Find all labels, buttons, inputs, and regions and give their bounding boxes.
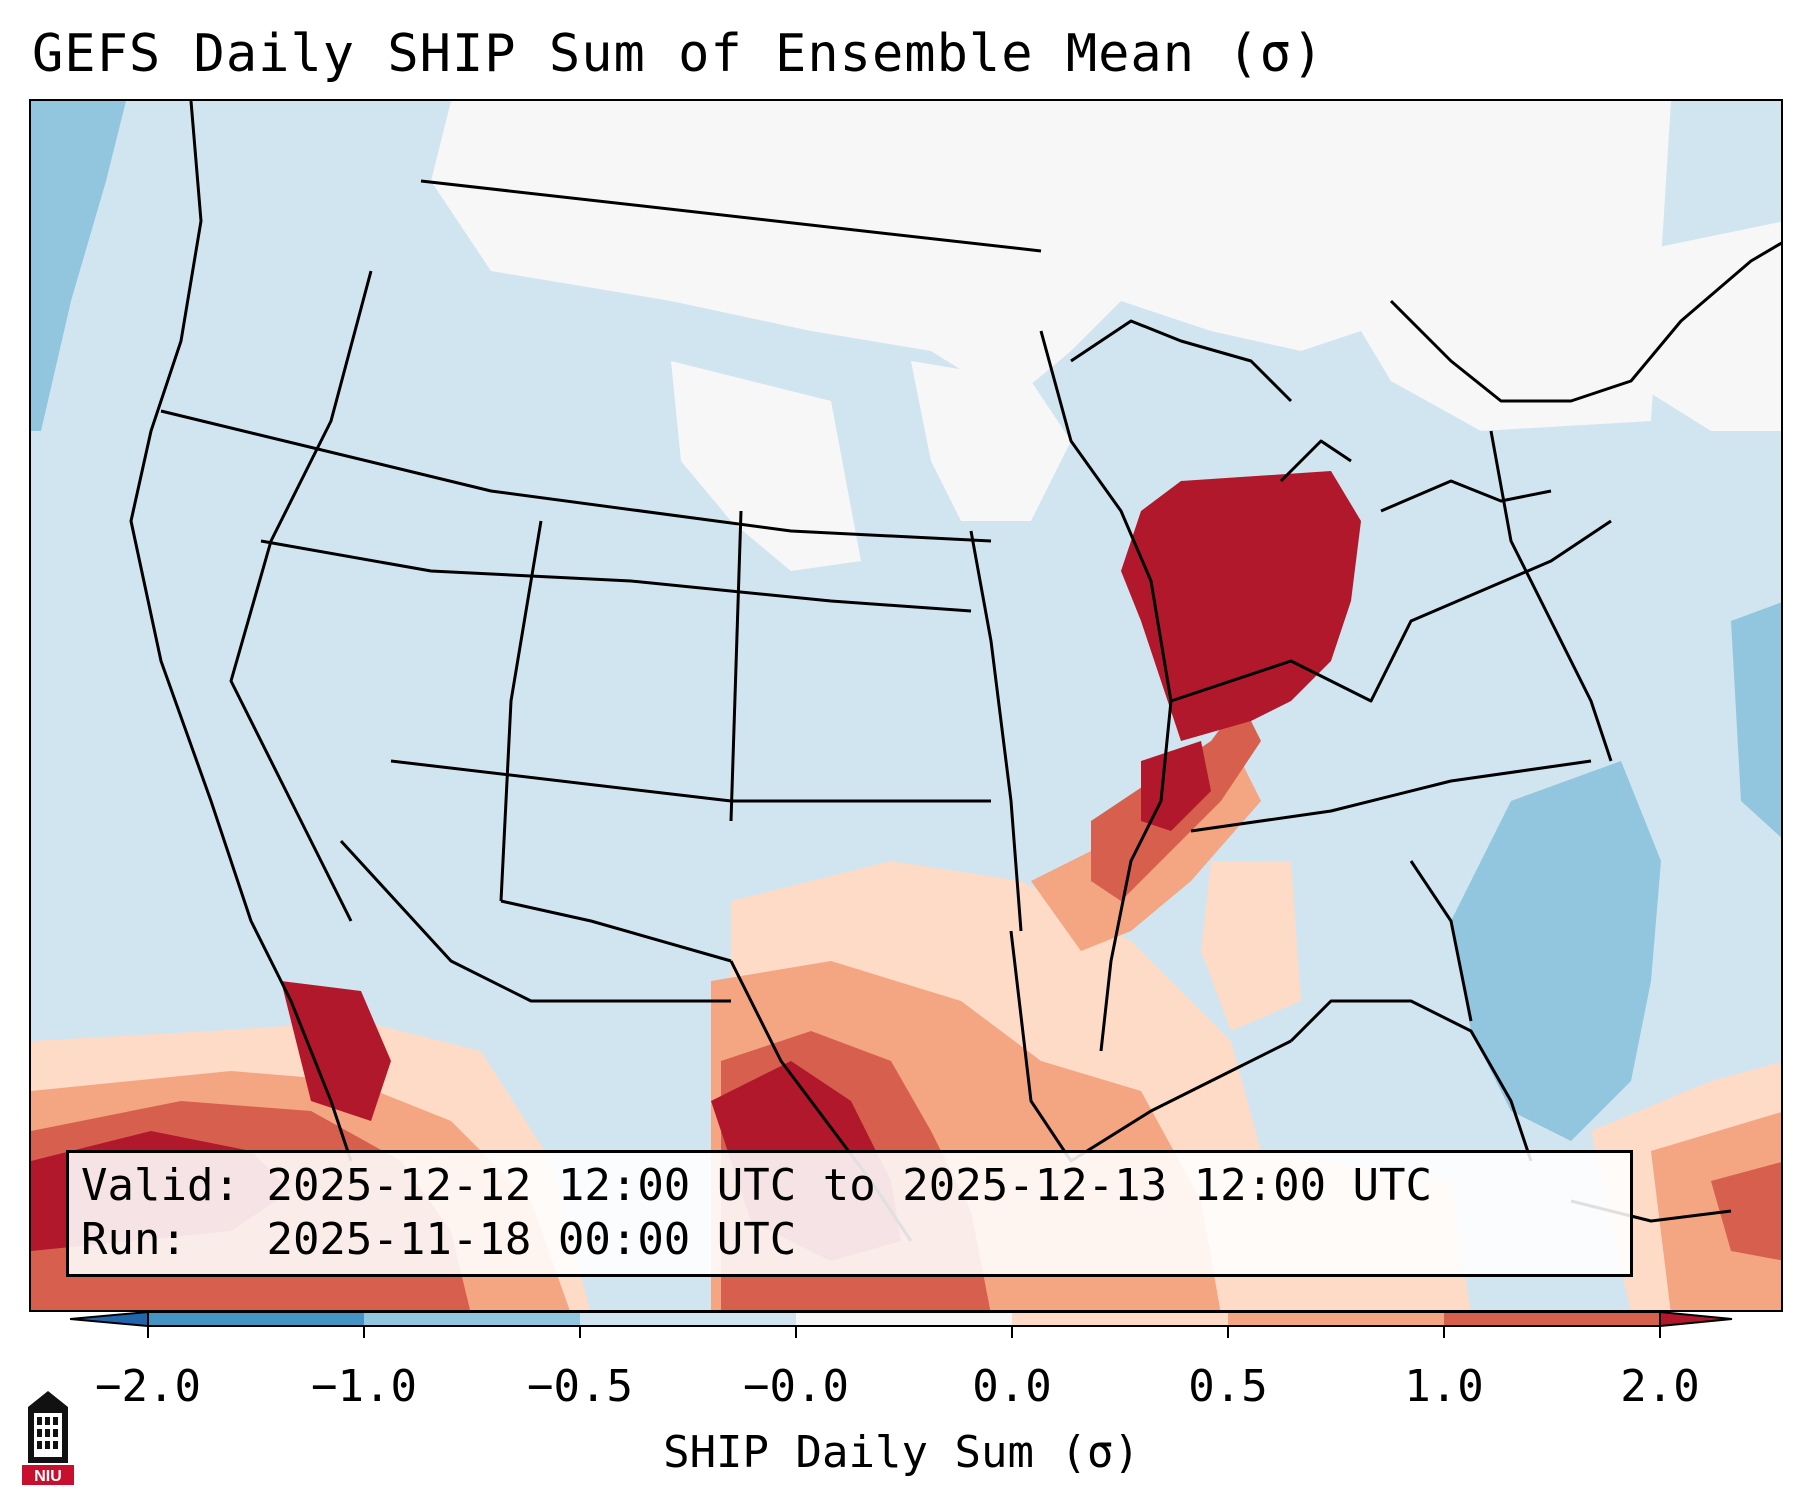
tick-label: 0.5	[1188, 1361, 1268, 1412]
colorbar-label: SHIP Daily Sum (σ)	[663, 1427, 1140, 1478]
tick-label: 2.0	[1620, 1361, 1700, 1412]
colorbar-segment-1	[148, 1312, 364, 1326]
page-title: GEFS Daily SHIP Sum of Ensemble Mean (σ)	[32, 24, 1325, 84]
run-label: Run:	[81, 1214, 187, 1265]
map-canvas	[31, 101, 1781, 1310]
valid-value: 2025-12-12 12:00 UTC to 2025-12-13 12:00…	[266, 1160, 1433, 1211]
logo-text: NIU	[34, 1468, 62, 1485]
tick-label: 1.0	[1404, 1361, 1484, 1412]
tick-label: 0.0	[972, 1361, 1052, 1412]
colorbar-segment-7	[1444, 1312, 1660, 1326]
colorbar-extend-high	[1659, 1312, 1733, 1328]
colorbar-segment-4	[796, 1312, 1012, 1326]
colorbar-segment-5	[1012, 1312, 1228, 1326]
colorbar-ticks	[147, 1326, 1661, 1338]
tick-label: −0.5	[527, 1361, 633, 1412]
colorbar	[70, 1312, 1733, 1338]
run-value: 2025-11-18 00:00 UTC	[266, 1214, 797, 1265]
colorbar-segment-3	[580, 1312, 796, 1326]
valid-label: Valid:	[81, 1160, 240, 1211]
niu-logo-icon: NIU	[22, 1391, 74, 1485]
tick-label: −0.0	[743, 1361, 849, 1412]
map-panel	[29, 99, 1783, 1312]
colorbar-extend-low	[70, 1312, 149, 1328]
colorbar-segment-6	[1228, 1312, 1444, 1326]
tick-label: −1.0	[311, 1361, 417, 1412]
tick-label: −2.0	[95, 1361, 201, 1412]
colorbar-segment-2	[364, 1312, 580, 1326]
near-zero-regions	[431, 101, 1781, 571]
info-box: Valid: 2025-12-12 12:00 UTC to 2025-12-1…	[66, 1150, 1633, 1277]
